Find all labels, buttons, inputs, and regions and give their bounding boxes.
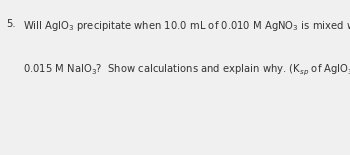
Text: Will AgIO$_3$ precipitate when 10.0 mL of 0.010 M AgNO$_3$ is mixed with 25.0 mL: Will AgIO$_3$ precipitate when 10.0 mL o… <box>23 19 350 33</box>
Text: 0.015 M NaIO$_3$?  Show calculations and explain why. (K$_{sp}$ of AgIO$_3$ is 3: 0.015 M NaIO$_3$? Show calculations and … <box>23 62 350 78</box>
Text: 5.: 5. <box>6 19 16 29</box>
